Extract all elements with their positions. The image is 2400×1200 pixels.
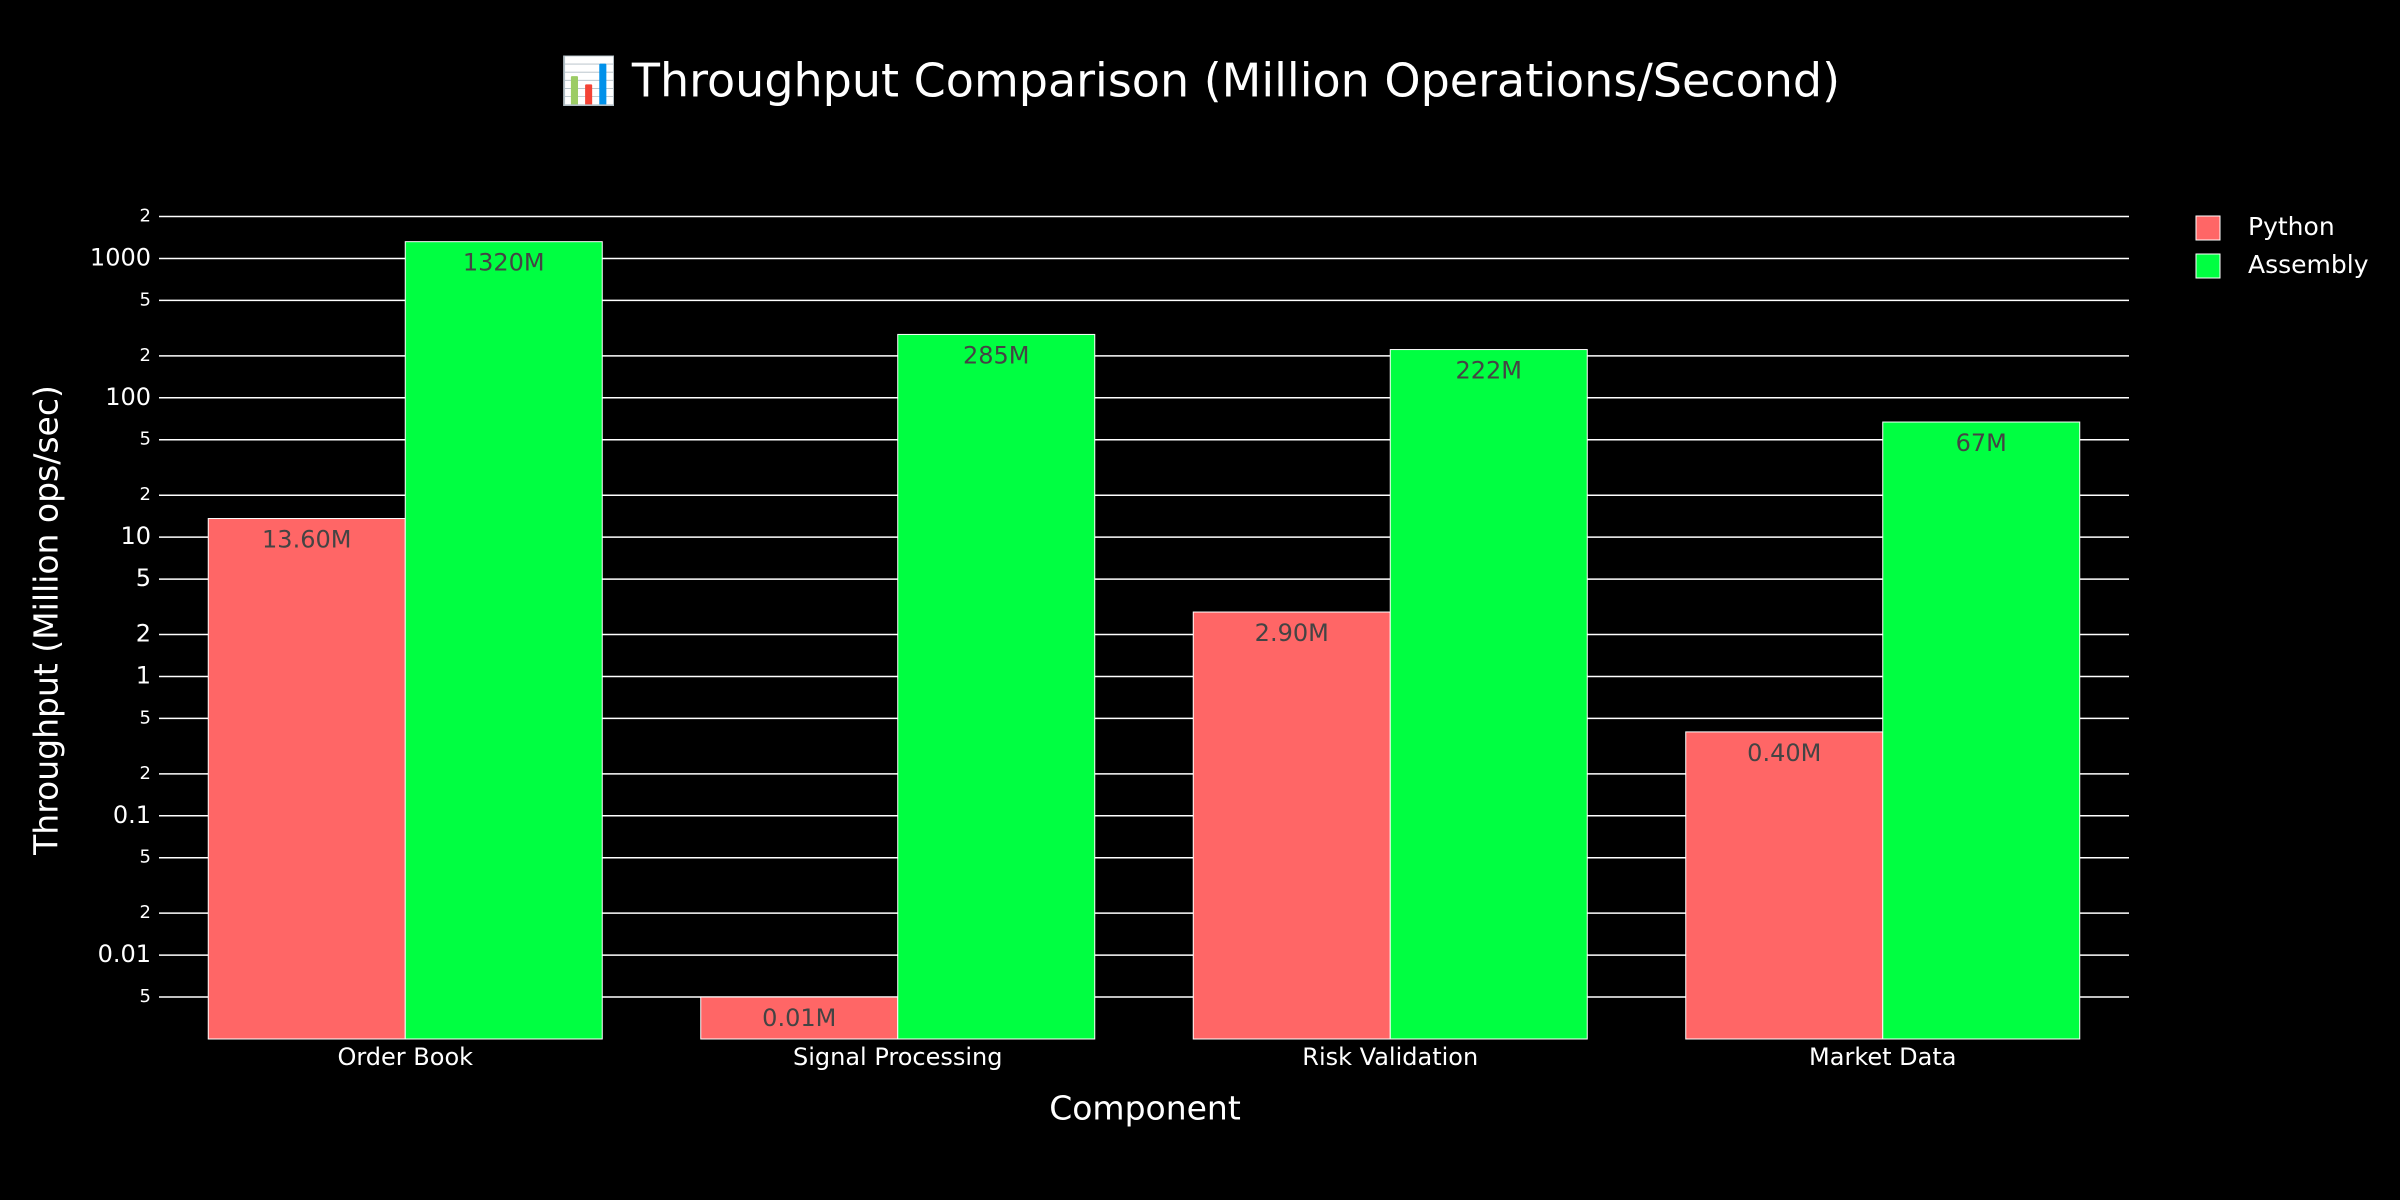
value-label: 2.90M <box>1255 619 1329 647</box>
y-tick-label: 5 <box>140 429 151 450</box>
y-tick-label: 10 <box>120 522 151 550</box>
bar <box>700 996 899 1040</box>
y-tick-label: 1000 <box>90 243 151 271</box>
bar <box>207 518 406 1040</box>
x-tick-label: Risk Validation <box>1302 1043 1478 1071</box>
y-tick-label: 5 <box>140 289 151 310</box>
x-axis-title: Component <box>1049 1089 1241 1128</box>
y-axis-title: Throughput (Million ops/sec) <box>27 385 66 856</box>
y-tick-label: 1 <box>136 661 151 689</box>
y-tick-label: 0.01 <box>98 940 151 968</box>
bar <box>1882 421 2081 1040</box>
chart-title: 📊 Throughput Comparison (Million Operati… <box>560 54 1840 108</box>
value-label: 67M <box>1956 429 2007 457</box>
y-tick-label: 2 <box>140 763 151 784</box>
y-tick-label: 2 <box>140 345 151 366</box>
legend-label: Python <box>2248 212 2335 241</box>
bar <box>1685 731 1884 1040</box>
value-label: 285M <box>963 341 1030 369</box>
y-tick-label: 5 <box>140 847 151 868</box>
y-tick-label: 2 <box>136 620 151 648</box>
x-tick-label: Order Book <box>337 1043 473 1071</box>
x-tick-label: Market Data <box>1809 1043 1956 1071</box>
y-tick-label: 0.1 <box>113 801 151 829</box>
bar <box>404 241 603 1040</box>
x-tick-label: Signal Processing <box>793 1043 1003 1071</box>
legend-swatch <box>2195 253 2221 279</box>
bar <box>1192 611 1391 1040</box>
value-label: 13.60M <box>262 526 351 554</box>
bar <box>1389 349 1588 1040</box>
y-tick-label: 5 <box>136 564 151 592</box>
y-tick-label: 2 <box>140 206 151 227</box>
y-tick-label: 100 <box>105 383 151 411</box>
value-label: 1320M <box>463 249 545 277</box>
y-tick-label: 5 <box>140 986 151 1007</box>
legend-swatch <box>2195 215 2221 241</box>
legend-label: Assembly <box>2248 250 2369 279</box>
y-tick-label: 2 <box>140 484 151 505</box>
y-tick-label: 2 <box>140 902 151 923</box>
value-label: 222M <box>1455 357 1522 385</box>
value-label: 0.40M <box>1747 739 1821 767</box>
y-tick-label: 5 <box>140 707 151 728</box>
value-label: 0.01M <box>762 1004 836 1032</box>
bar <box>897 333 1096 1040</box>
